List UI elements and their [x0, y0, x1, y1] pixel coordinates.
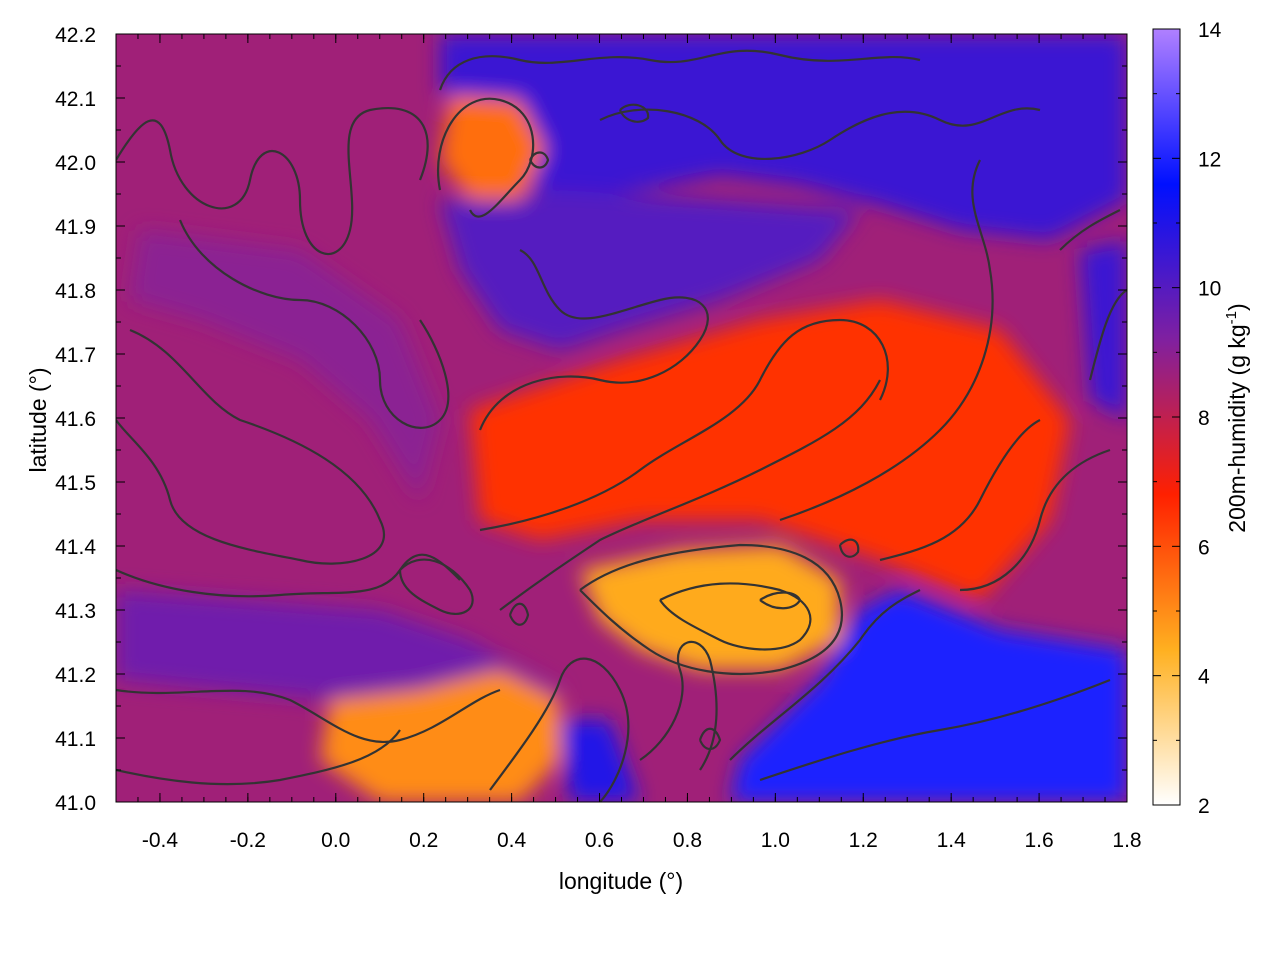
heatmap-regions — [116, 34, 1127, 802]
moist-pocket-south-region — [560, 720, 640, 802]
contour-line — [779, 159, 994, 522]
contour-line — [759, 678, 1111, 782]
contour-line — [1059, 209, 1121, 251]
y-tick-label: 41.9 — [55, 216, 96, 239]
contour-line — [116, 107, 429, 256]
moist-band-north-region — [440, 34, 1127, 240]
colorbar-label: 200m-humidity (g kg-1) — [1223, 303, 1250, 532]
y-tick-label: 41.5 — [55, 472, 96, 495]
contour-line — [116, 328, 386, 565]
contour-line — [698, 727, 722, 751]
colorbar-label-main: 200m-humidity (g kg — [1224, 324, 1250, 532]
x-tick-label: 0.8 — [673, 829, 702, 852]
contour-line — [178, 219, 450, 429]
colorbar-ticks: 2 4 6 8 10 12 14 — [1153, 19, 1222, 818]
x-tick-label: 1.8 — [1112, 829, 1141, 852]
dry-tongue-southwest-region — [320, 670, 560, 802]
dry-band-center-region — [470, 300, 1070, 600]
x-axis-ticks: -0.4 -0.2 0.0 0.2 0.4 0.6 0.8 1.0 1.2 1.4 1.6 1.8 — [115, 34, 1142, 852]
colorbar-tick-label: 2 — [1198, 795, 1210, 818]
colorbar-label-close: ) — [1224, 303, 1250, 311]
y-tick-label: 41.0 — [55, 792, 96, 815]
contour-line — [599, 107, 1041, 160]
contour-line — [116, 729, 401, 786]
colorbar-tick-label: 4 — [1198, 666, 1210, 689]
x-tick-label: 0.0 — [321, 829, 350, 852]
contour-line — [729, 589, 921, 761]
colorbar-label-superscript: -1 — [1223, 311, 1240, 324]
colorbar-tick-label: 6 — [1198, 536, 1210, 559]
contour-line — [659, 582, 812, 651]
contour-line — [116, 688, 501, 743]
y-axis-ticks: 41.0 41.1 41.2 41.3 41.4 41.5 41.6 41.7 41.8 41.9… — [55, 24, 1127, 815]
y-tick-label: 41.2 — [55, 664, 96, 687]
x-tick-label: 0.2 — [409, 829, 438, 852]
x-tick-label: 1.0 — [761, 829, 790, 852]
contour-line — [529, 151, 550, 169]
contour-line — [879, 419, 1041, 562]
y-tick-label: 42.2 — [55, 24, 96, 47]
moist-sea-southeast-region — [730, 590, 1127, 802]
x-tick-label: 0.4 — [497, 829, 527, 852]
dry-plume-north-region — [440, 95, 545, 200]
contour-line — [398, 558, 474, 615]
colorbar-tick-label: 12 — [1198, 148, 1221, 171]
moist-band-mid-region — [440, 190, 860, 350]
x-tick-label: -0.4 — [142, 829, 179, 852]
contour-line — [639, 640, 718, 771]
contour-line — [618, 103, 650, 123]
colorbar-tick-label: 8 — [1198, 407, 1210, 430]
contour-line — [959, 448, 1111, 592]
dry-core-south-region — [580, 545, 840, 670]
y-tick-label: 41.7 — [55, 344, 96, 367]
y-tick-label: 42.1 — [55, 88, 96, 111]
contour-line — [479, 318, 889, 532]
x-tick-label: 1.4 — [937, 829, 967, 852]
contour-line — [838, 538, 860, 558]
y-axis-label: latitude (°) — [25, 367, 51, 472]
y-tick-label: 41.6 — [55, 408, 96, 431]
y-tick-label: 41.1 — [55, 728, 96, 751]
x-tick-label: 1.6 — [1024, 829, 1053, 852]
y-tick-label: 41.8 — [55, 280, 96, 303]
contour-line — [579, 543, 843, 676]
contour-line — [489, 657, 630, 802]
x-tick-label: 1.2 — [849, 829, 878, 852]
contour-line — [438, 49, 921, 91]
moist-west-region — [130, 230, 440, 500]
contour-line — [478, 249, 709, 431]
y-tick-label: 41.3 — [55, 600, 96, 623]
x-axis-label: longitude (°) — [559, 868, 683, 894]
contour-line — [499, 379, 881, 611]
colorbar: 2 4 6 8 10 12 14 200m-humidity (g kg-1) — [1152, 19, 1250, 818]
contour-line — [508, 602, 530, 626]
y-tick-label: 42.0 — [55, 152, 96, 175]
contour-line — [437, 97, 535, 218]
contour-line — [116, 553, 461, 598]
y-tick-label: 41.4 — [55, 536, 96, 559]
contour-line — [1088, 289, 1127, 381]
colorbar-tick-label: 10 — [1198, 278, 1221, 301]
humidity-heatmap — [116, 34, 1127, 802]
humidity-contours — [116, 49, 1127, 802]
x-tick-label: -0.2 — [230, 829, 266, 852]
colorbar-tick-label: 14 — [1198, 19, 1222, 42]
contour-line — [759, 591, 802, 610]
x-tick-label: 0.6 — [585, 829, 614, 852]
